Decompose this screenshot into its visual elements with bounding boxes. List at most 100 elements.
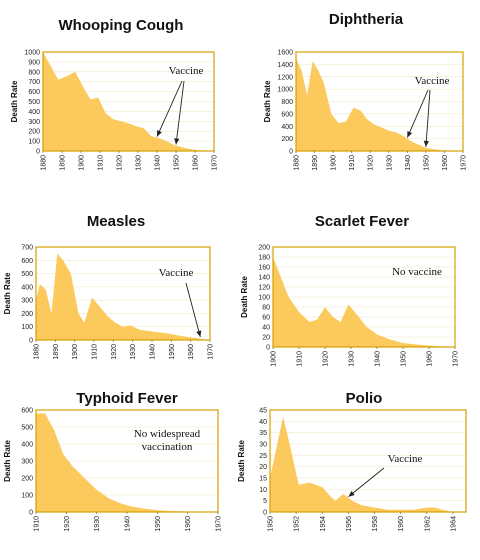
scarlet-fever-annotation: No vaccine [392, 266, 442, 278]
whooping-cough-x-tick-label: 1960 [193, 155, 200, 171]
whooping-cough-x-tick-label: 1950 [174, 155, 181, 171]
polio-y-tick-label: 45 [259, 408, 267, 415]
measles-y-tick-label: 500 [21, 271, 33, 278]
whooping-cough-x-tick-label: 1900 [79, 155, 86, 171]
diphtheria-death-rate-area [296, 58, 463, 152]
whooping-cough-y-tick-label: 100 [28, 139, 40, 146]
polio-x-tick-label: 1960 [398, 516, 405, 532]
measles-x-tick-label: 1970 [208, 344, 215, 360]
polio-x-tick-label: 1962 [424, 516, 431, 532]
measles-y-tick-label: 300 [21, 298, 33, 305]
polio-y-tick-label: 20 [259, 464, 267, 471]
measles-y-tick-label: 600 [21, 258, 33, 265]
whooping-cough-y-tick-label: 500 [28, 99, 40, 106]
whooping-cough-y-tick-label: 800 [28, 69, 40, 76]
typhoid-fever-y-axis-label: Death Rate [3, 440, 12, 482]
whooping-cough-y-tick-label: 600 [28, 89, 40, 96]
diphtheria-x-tick-label: 1940 [405, 155, 412, 171]
whooping-cough-x-tick-label: 1970 [212, 155, 219, 171]
scarlet-fever-x-tick-label: 1950 [401, 351, 408, 367]
measles-annotation: Vaccine [159, 267, 194, 279]
polio-x-tick-label: 1958 [372, 516, 379, 532]
measles-title: Measles [87, 213, 145, 230]
polio-y-tick-label: 30 [259, 442, 267, 449]
scarlet-fever-x-tick-label: 1960 [427, 351, 434, 367]
typhoid-fever-panel: Typhoid Fever 0 100 200 300 400 500 600 1910 1920… [3, 390, 223, 532]
diphtheria-x-tick-label: 1970 [461, 155, 468, 171]
whooping-cough-x-tick-label: 1940 [155, 155, 162, 171]
measles-x-tick-label: 1920 [111, 344, 118, 360]
diphtheria-y-tick-label: 1000 [277, 87, 293, 94]
measles-x-tick-label: 1930 [130, 344, 137, 360]
whooping-cough-x-tick-label: 1910 [98, 155, 105, 171]
whooping-cough-x-tick-label: 1920 [117, 155, 124, 171]
polio-x-tick-label: 1952 [294, 516, 301, 532]
scarlet-fever-x-tick-label: 1970 [453, 351, 460, 367]
scarlet-fever-y-tick-label: 180 [258, 255, 270, 262]
scarlet-fever-y-tick-label: 40 [262, 325, 270, 332]
scarlet-fever-y-tick-label: 160 [258, 265, 270, 272]
measles-x-tick-label: 1950 [169, 344, 176, 360]
whooping-cough-vaccine-arrowhead [174, 138, 180, 145]
polio-panel: Polio 0 5 10 15 20 25 30 35 40 45 1950 1952 1954 1956 1… [237, 390, 467, 532]
typhoid-fever-y-tick-label: 300 [21, 459, 33, 466]
scarlet-fever-plot-frame [272, 246, 456, 348]
polio-annotation: Vaccine [388, 453, 423, 465]
diphtheria-title: Diphtheria [329, 11, 404, 28]
polio-title: Polio [346, 390, 383, 407]
whooping-cough-x-tick-label: 1930 [136, 155, 143, 171]
typhoid-fever-death-rate-area [36, 413, 218, 512]
typhoid-fever-y-tick-label: 400 [21, 442, 33, 449]
measles-y-tick-label: 0 [29, 338, 33, 345]
measles-vaccine-arrow [185, 282, 201, 338]
polio-x-tick-label: 1956 [346, 516, 353, 532]
diphtheria-y-tick-label: 0 [289, 149, 293, 156]
typhoid-fever-y-tick-label: 200 [21, 476, 33, 483]
whooping-cough-y-tick-label: 700 [28, 79, 40, 86]
whooping-cough-vaccine-arrow [156, 80, 183, 137]
whooping-cough-vaccine-arrowhead [157, 130, 162, 137]
diphtheria-plot-frame [295, 51, 464, 152]
polio-y-tick-label: 5 [263, 498, 267, 505]
whooping-cough-y-tick-label: 900 [28, 59, 40, 66]
diphtheria-x-tick-label: 1960 [442, 155, 449, 171]
whooping-cough-vaccine-arrow [175, 80, 185, 145]
diphtheria-x-tick-label: 1880 [294, 155, 301, 171]
scarlet-fever-x-tick-label: 1910 [297, 351, 304, 367]
diphtheria-x-tick-label: 1900 [331, 155, 338, 171]
scarlet-fever-y-tick-label: 0 [266, 345, 270, 352]
typhoid-fever-y-tick-label: 0 [29, 510, 33, 517]
diphtheria-x-tick-label: 1890 [312, 155, 319, 171]
typhoid-fever-x-tick-label: 1920 [64, 516, 71, 532]
measles-plot-frame [35, 246, 211, 341]
measles-y-tick-label: 700 [21, 245, 33, 252]
diphtheria-y-tick-label: 1200 [277, 74, 293, 81]
diphtheria-vaccine-arrow [406, 89, 429, 138]
whooping-cough-y-tick-label: 200 [28, 129, 40, 136]
typhoid-fever-y-tick-label: 600 [21, 408, 33, 415]
polio-y-tick-label: 10 [259, 487, 267, 494]
whooping-cough-panel: Whooping Cough 0 100 200 300 400 500 600 700 800 9… [10, 17, 219, 171]
whooping-cough-plot-frame [42, 51, 215, 152]
diphtheria-vaccine-arrowhead [407, 131, 413, 138]
diphtheria-y-tick-label: 600 [281, 111, 293, 118]
typhoid-fever-y-tick-label: 500 [21, 425, 33, 432]
polio-x-tick-label: 1964 [450, 516, 457, 532]
polio-x-tick-label: 1954 [320, 516, 327, 532]
diphtheria-y-axis-label: Death Rate [263, 80, 272, 122]
polio-death-rate-area [270, 416, 466, 512]
scarlet-fever-y-tick-label: 140 [258, 275, 270, 282]
diphtheria-annotation: Vaccine [415, 75, 450, 87]
polio-vaccine-arrow [348, 467, 385, 498]
typhoid-fever-x-tick-label: 1910 [34, 516, 41, 532]
polio-y-tick-label: 25 [259, 453, 267, 460]
scarlet-fever-x-tick-label: 1900 [271, 351, 278, 367]
polio-y-tick-label: 35 [259, 430, 267, 437]
typhoid-fever-annotation-line: vaccination [142, 441, 193, 453]
measles-y-tick-label: 100 [21, 324, 33, 331]
measles-vaccine-arrowhead [196, 330, 202, 337]
whooping-cough-y-tick-label: 300 [28, 119, 40, 126]
polio-y-tick-label: 0 [263, 510, 267, 517]
measles-panel: Measles 0 100 200 300 400 500 600 700 1880 1890 190… [3, 213, 215, 360]
